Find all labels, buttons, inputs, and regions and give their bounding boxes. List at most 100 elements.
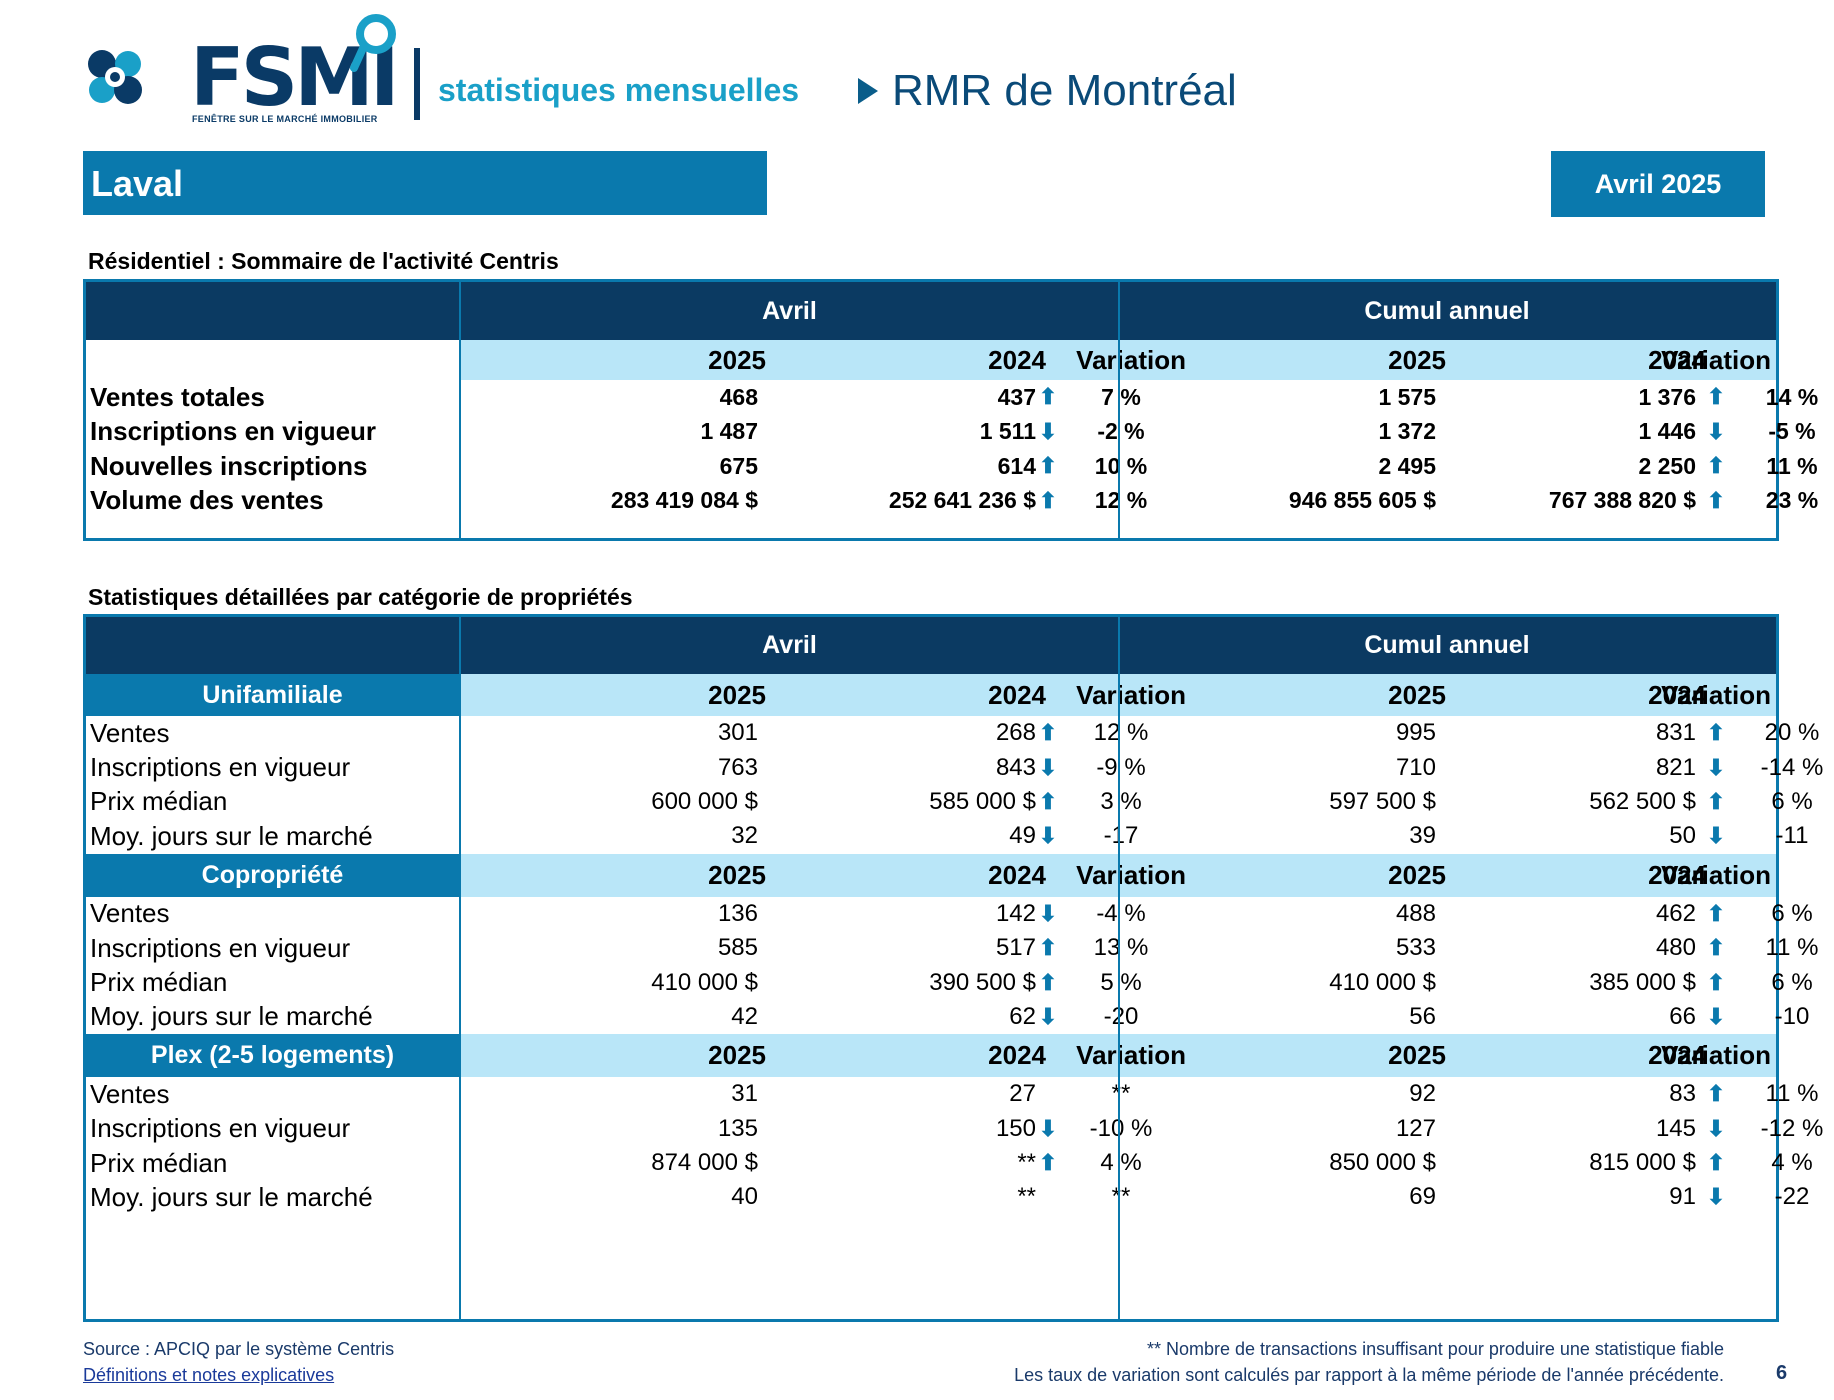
month-2024-value: 390 500 $ bbox=[929, 968, 1036, 996]
ytd-variation: -5 % bbox=[1768, 418, 1816, 445]
category-row: Inscriptions en vigueur 585 517 ⬆ 13 % 533 480… bbox=[86, 931, 1818, 965]
summary-col-bg bbox=[461, 340, 1120, 380]
ytd-trend-arrow-icon: ⬆ bbox=[1706, 453, 1726, 479]
ytd-trend-arrow-icon: ⬆ bbox=[1706, 969, 1726, 995]
month-2025-value: 136 bbox=[717, 899, 758, 927]
insufficient-note: ** Nombre de transactions insuffisant po… bbox=[1146, 1339, 1724, 1359]
category-row: Prix médian 410 000 $ 390 500 $ ⬆ 5 % 410 000… bbox=[86, 965, 1813, 999]
summary-title: Résidentiel : Sommaire de l'activité Cen… bbox=[88, 248, 559, 274]
ytd-2024-value: 480 bbox=[1655, 934, 1696, 962]
ytd-trend-arrow-icon: ⬆ bbox=[1706, 720, 1726, 746]
ytd-trend-arrow-icon: ⬆ bbox=[1706, 384, 1726, 410]
month-2024-value: 268 bbox=[995, 719, 1036, 747]
month-variation: 5 % bbox=[1100, 968, 1142, 996]
ytd-2024-value: 1 446 bbox=[1638, 418, 1696, 445]
ytd-2025-value: 533 bbox=[1395, 934, 1436, 962]
col-2025: 2025 bbox=[708, 1040, 766, 1071]
category-row: Ventes 31 27 ** 92 83 ⬆ 11 % bbox=[86, 1077, 1818, 1111]
category-name: Copropriété bbox=[86, 853, 459, 897]
summary-row: Ventes totales 468 437 ⬆ 7 % 1 575 1 376 ⬆ 14 % bbox=[86, 380, 1818, 415]
ytd-variation: -12 % bbox=[1760, 1114, 1824, 1142]
month-variation: -10 % bbox=[1089, 1114, 1153, 1142]
ytd-trend-arrow-icon: ⬆ bbox=[1706, 900, 1726, 926]
ytd-trend-arrow-icon: ⬆ bbox=[1706, 935, 1726, 961]
month-trend-arrow-icon: ⬆ bbox=[1038, 935, 1058, 961]
month-variation: 7 % bbox=[1101, 383, 1141, 410]
row-label: Inscriptions en vigueur bbox=[90, 1113, 351, 1144]
summary-col-2024-ytd: 2024 bbox=[1648, 344, 1706, 375]
detail-group-header: Avril Cumul annuel bbox=[86, 617, 1776, 674]
ytd-trend-arrow-icon: ⬆ bbox=[1706, 788, 1726, 814]
ytd-2024-value: 767 388 820 $ bbox=[1548, 487, 1696, 514]
col-variation-ytd: Variation bbox=[1661, 679, 1771, 710]
row-label: Inscriptions en vigueur bbox=[90, 416, 377, 447]
month-trend-arrow-icon: ⬇ bbox=[1038, 823, 1058, 849]
month-trend-arrow-icon: ⬇ bbox=[1038, 1003, 1058, 1029]
ytd-2025-value: 1 372 bbox=[1378, 418, 1436, 445]
ytd-2025-value: 1 575 bbox=[1378, 383, 1436, 410]
month-2024-value: 1 511 bbox=[979, 418, 1036, 445]
summary-col-var-ytd: Variation bbox=[1661, 344, 1771, 375]
month-variation: -20 bbox=[1103, 1002, 1139, 1030]
variation-note: Les taux de variation sont calculés par … bbox=[1014, 1365, 1724, 1385]
col-2024-ytd: 2024 bbox=[1648, 1040, 1706, 1071]
month-2024-value: 252 641 236 $ bbox=[888, 487, 1036, 514]
ytd-variation: 6 % bbox=[1771, 968, 1813, 996]
row-label: Inscriptions en vigueur bbox=[90, 932, 351, 963]
ytd-trend-arrow-icon: ⬇ bbox=[1706, 754, 1726, 780]
ytd-trend-arrow-icon: ⬇ bbox=[1706, 823, 1726, 849]
col-2024-ytd: 2024 bbox=[1648, 679, 1706, 710]
summary-col-var: Variation bbox=[1076, 344, 1186, 375]
month-2025-value: 585 bbox=[717, 934, 758, 962]
col-2025-ytd: 2025 bbox=[1388, 859, 1446, 890]
month-2025-value: 874 000 $ bbox=[651, 1149, 758, 1177]
month-2024-value: 27 bbox=[1009, 1080, 1036, 1108]
col-variation-ytd: Variation bbox=[1661, 859, 1771, 890]
category-header: Unifamiliale 2025 2024 Variation 2025 2024 Var… bbox=[86, 674, 1776, 716]
category-row: Inscriptions en vigueur 763 843 ⬇ -9 % 710 821… bbox=[86, 750, 1823, 784]
source-note: Source : APCIQ par le système Centris bbox=[83, 1339, 395, 1359]
month-2025-value: 135 bbox=[717, 1114, 758, 1142]
ytd-2025-value: 69 bbox=[1409, 1183, 1436, 1211]
summary-label-header bbox=[86, 340, 461, 380]
summary-group-ytd: Cumul annuel bbox=[1118, 282, 1776, 340]
col-variation: Variation bbox=[1076, 679, 1186, 710]
summary-row: Volume des ventes 283 419 084 $ 252 641 23… bbox=[86, 484, 1818, 519]
month-trend-arrow-icon: ⬆ bbox=[1038, 788, 1058, 814]
ytd-2024-value: 831 bbox=[1655, 719, 1696, 747]
month-2024-value: 437 bbox=[997, 383, 1036, 410]
category-row: Moy. jours sur le marché 40 ** ** 69 91 ⬇ -22 bbox=[86, 1180, 1809, 1214]
detail-group-ytd: Cumul annuel bbox=[1118, 617, 1776, 674]
fsmi-logo-subtext: FENÊTRE SUR LE MARCHÉ IMMOBILIER bbox=[192, 114, 378, 124]
ytd-2025-value: 850 000 $ bbox=[1329, 1149, 1436, 1177]
definitions-link[interactable]: Définitions et notes explicatives bbox=[83, 1365, 335, 1385]
month-variation: 10 % bbox=[1094, 452, 1148, 479]
ytd-trend-arrow-icon: ⬇ bbox=[1706, 1184, 1726, 1210]
col-2025-ytd: 2025 bbox=[1388, 679, 1446, 710]
footer-right: ** Nombre de transactions insuffisant po… bbox=[1014, 1336, 1724, 1388]
col-2024: 2024 bbox=[988, 679, 1046, 710]
ytd-2025-value: 410 000 $ bbox=[1329, 968, 1436, 996]
ytd-variation: 11 % bbox=[1766, 452, 1818, 479]
month-trend-arrow-icon bbox=[1028, 1077, 1068, 1111]
month-trend-arrow-icon: ⬆ bbox=[1038, 1150, 1058, 1176]
row-label: Nouvelles inscriptions bbox=[90, 450, 368, 481]
summary-row: Nouvelles inscriptions 675 614 ⬆ 10 % 2 495 2 … bbox=[86, 449, 1818, 484]
month-2025-value: 410 000 $ bbox=[651, 968, 758, 996]
month-trend-arrow-icon: ⬆ bbox=[1038, 384, 1058, 410]
ytd-2024-value: 2 250 bbox=[1638, 452, 1696, 479]
category-row: Moy. jours sur le marché 32 49 ⬇ -17 39 50 ⬇ -11 bbox=[86, 819, 1808, 853]
report-header: FSMI FENÊTRE SUR LE MARCHÉ IMMOBILIER st… bbox=[80, 10, 1780, 125]
play-arrow-icon bbox=[858, 78, 878, 104]
summary-group-header: Avril Cumul annuel bbox=[86, 282, 1776, 340]
report-subtitle: statistiques mensuelles bbox=[438, 72, 800, 108]
ytd-2025-value: 92 bbox=[1409, 1080, 1436, 1108]
category-row: Inscriptions en vigueur 135 150 ⬇ -10 % 127 14… bbox=[86, 1112, 1823, 1146]
row-label: Prix médian bbox=[90, 1147, 228, 1178]
ytd-trend-arrow-icon: ⬇ bbox=[1706, 1003, 1726, 1029]
row-label: Ventes bbox=[90, 898, 170, 929]
period-label: Avril 2025 bbox=[1594, 168, 1722, 199]
ytd-variation: 11 % bbox=[1765, 1080, 1819, 1108]
row-label: Prix médian bbox=[90, 967, 228, 998]
month-variation: -2 % bbox=[1097, 418, 1145, 445]
